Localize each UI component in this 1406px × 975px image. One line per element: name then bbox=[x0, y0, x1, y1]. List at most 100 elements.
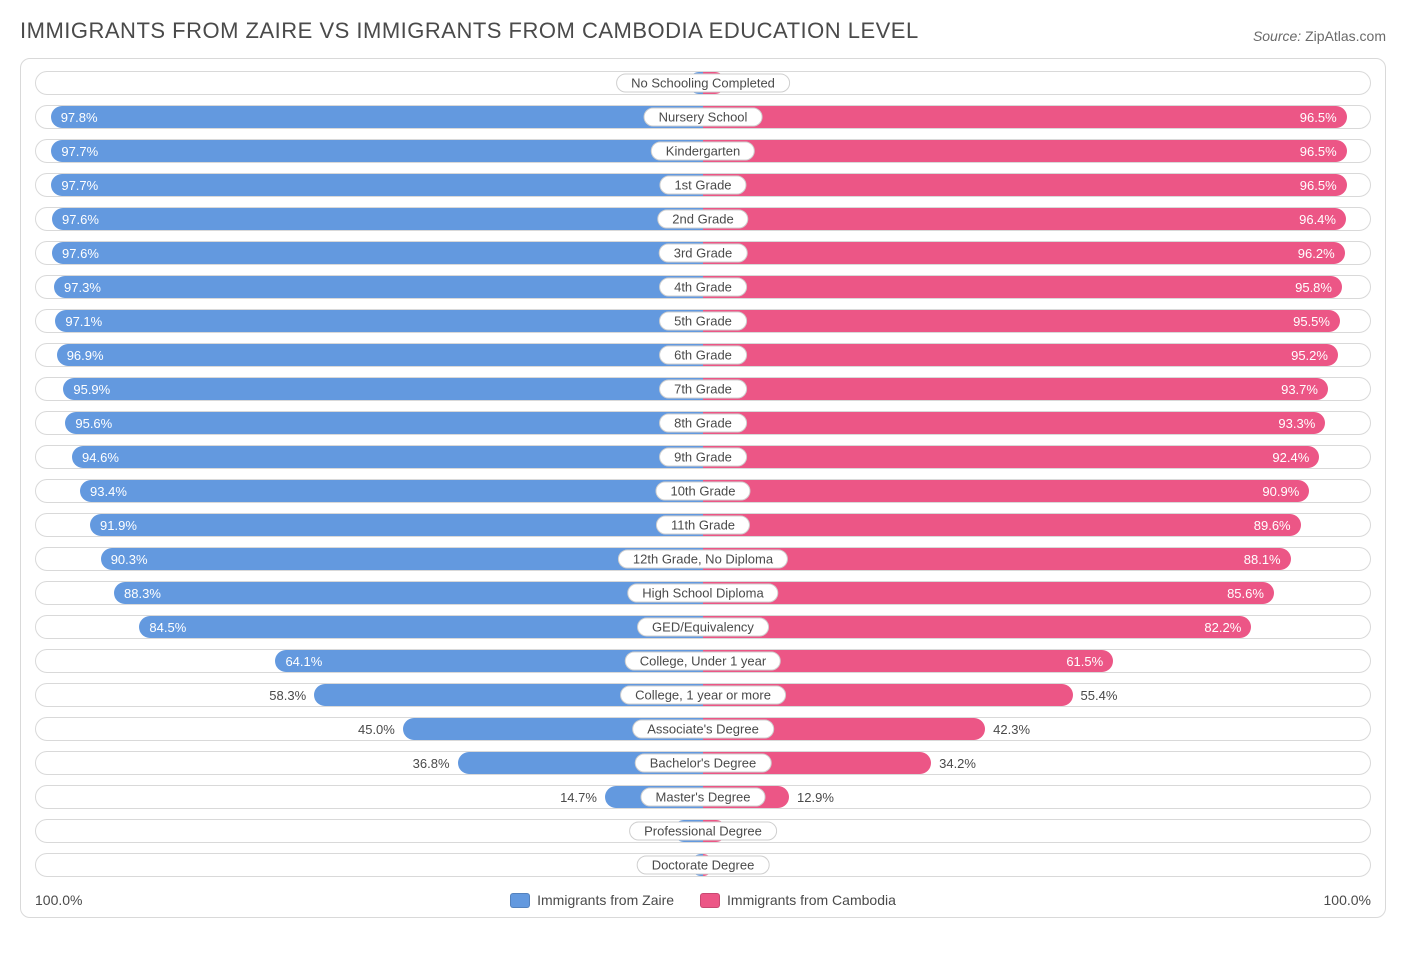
bar-value-left: 36.8% bbox=[413, 752, 458, 774]
bar-value-right: 42.3% bbox=[985, 718, 1030, 740]
category-label: Master's Degree bbox=[641, 788, 766, 807]
bar-left: 90.3% bbox=[101, 548, 703, 570]
category-label: Bachelor's Degree bbox=[635, 754, 772, 773]
bar-right: 95.2% bbox=[703, 344, 1338, 366]
bar-left: 97.8% bbox=[51, 106, 703, 128]
bar-row: 93.4%90.9%10th Grade bbox=[35, 479, 1371, 503]
axis-max-right: 100.0% bbox=[1324, 892, 1371, 908]
bar-right: 95.8% bbox=[703, 276, 1342, 298]
bar-right: 85.6% bbox=[703, 582, 1274, 604]
category-label: Nursery School bbox=[644, 108, 763, 127]
bar-left: 97.7% bbox=[51, 140, 703, 162]
bar-row: 2.3%3.5%No Schooling Completed bbox=[35, 71, 1371, 95]
bar-row: 94.6%92.4%9th Grade bbox=[35, 445, 1371, 469]
bar-left: 91.9% bbox=[90, 514, 703, 536]
bar-right: 96.5% bbox=[703, 106, 1347, 128]
category-label: 12th Grade, No Diploma bbox=[618, 550, 788, 569]
bar-right: 89.6% bbox=[703, 514, 1301, 536]
category-label: High School Diploma bbox=[627, 584, 778, 603]
bar-row: 58.3% 55.4% College, 1 year or more bbox=[35, 683, 1371, 707]
legend-swatch-right bbox=[700, 893, 720, 908]
chart-legend: Immigrants from Zaire Immigrants from Ca… bbox=[510, 892, 896, 908]
bar-row: 64.1%61.5%College, Under 1 year bbox=[35, 649, 1371, 673]
chart-title: IMMIGRANTS FROM ZAIRE VS IMMIGRANTS FROM… bbox=[20, 18, 919, 44]
bar-left: 95.6% bbox=[65, 412, 703, 434]
category-label: 5th Grade bbox=[659, 312, 747, 331]
legend-label-right: Immigrants from Cambodia bbox=[727, 892, 896, 908]
bar-right: 96.4% bbox=[703, 208, 1346, 230]
bar-row: 90.3%88.1%12th Grade, No Diploma bbox=[35, 547, 1371, 571]
bar-value-right: 12.9% bbox=[789, 786, 834, 808]
bar-right: 82.2% bbox=[703, 616, 1251, 638]
bar-row: 36.8% 34.2% Bachelor's Degree bbox=[35, 751, 1371, 775]
bar-right: 92.4% bbox=[703, 446, 1319, 468]
bar-left: 97.3% bbox=[54, 276, 703, 298]
bar-left: 97.6% bbox=[52, 242, 703, 264]
category-label: Doctorate Degree bbox=[637, 856, 770, 875]
bar-left: 93.4% bbox=[80, 480, 703, 502]
category-label: 4th Grade bbox=[659, 278, 747, 297]
bar-left: 88.3% bbox=[114, 582, 703, 604]
bar-row: 45.0% 42.3% Associate's Degree bbox=[35, 717, 1371, 741]
bar-left: 97.6% bbox=[52, 208, 703, 230]
source-label: Source: bbox=[1253, 28, 1301, 44]
bar-right: 88.1% bbox=[703, 548, 1291, 570]
bar-left: 95.9% bbox=[63, 378, 703, 400]
bar-right: 95.5% bbox=[703, 310, 1340, 332]
bar-left: 96.9% bbox=[57, 344, 703, 366]
source-name: ZipAtlas.com bbox=[1305, 28, 1386, 44]
bar-row: 97.6%96.2%3rd Grade bbox=[35, 241, 1371, 265]
category-label: 1st Grade bbox=[659, 176, 746, 195]
bar-value-right: 34.2% bbox=[931, 752, 976, 774]
bar-row: 95.9%93.7%7th Grade bbox=[35, 377, 1371, 401]
bar-row: 84.5%82.2%GED/Equivalency bbox=[35, 615, 1371, 639]
bar-row: 88.3%85.6%High School Diploma bbox=[35, 581, 1371, 605]
bar-row: 97.7%96.5%Kindergarten bbox=[35, 139, 1371, 163]
chart-source: Source: ZipAtlas.com bbox=[1253, 28, 1386, 44]
bar-left: 97.7% bbox=[51, 174, 703, 196]
category-label: 9th Grade bbox=[659, 448, 747, 467]
category-label: 2nd Grade bbox=[657, 210, 748, 229]
category-label: College, Under 1 year bbox=[625, 652, 781, 671]
bar-row: 97.8%96.5%Nursery School bbox=[35, 105, 1371, 129]
bar-row: 91.9%89.6%11th Grade bbox=[35, 513, 1371, 537]
bar-row: 14.7% 12.9% Master's Degree bbox=[35, 785, 1371, 809]
bar-row: 2.0%1.5%Doctorate Degree bbox=[35, 853, 1371, 877]
category-label: Kindergarten bbox=[651, 142, 755, 161]
legend-item-left: Immigrants from Zaire bbox=[510, 892, 674, 908]
diverging-bar-chart: 2.3%3.5%No Schooling Completed97.8%96.5%… bbox=[20, 58, 1386, 918]
category-label: Associate's Degree bbox=[632, 720, 774, 739]
category-label: College, 1 year or more bbox=[620, 686, 786, 705]
bar-row: 97.1%95.5%5th Grade bbox=[35, 309, 1371, 333]
bar-row: 97.3%95.8%4th Grade bbox=[35, 275, 1371, 299]
category-label: 10th Grade bbox=[655, 482, 750, 501]
category-label: 11th Grade bbox=[656, 516, 750, 535]
bar-value-right: 55.4% bbox=[1073, 684, 1118, 706]
category-label: Professional Degree bbox=[629, 822, 777, 841]
chart-header: IMMIGRANTS FROM ZAIRE VS IMMIGRANTS FROM… bbox=[20, 18, 1386, 44]
bar-value-left: 58.3% bbox=[269, 684, 314, 706]
bar-right: 93.3% bbox=[703, 412, 1325, 434]
bar-row: 4.5%3.6%Professional Degree bbox=[35, 819, 1371, 843]
axis-max-left: 100.0% bbox=[35, 892, 82, 908]
legend-item-right: Immigrants from Cambodia bbox=[700, 892, 896, 908]
bar-row: 97.7%96.5%1st Grade bbox=[35, 173, 1371, 197]
category-label: GED/Equivalency bbox=[637, 618, 769, 637]
bar-left: 94.6% bbox=[72, 446, 703, 468]
bar-row: 96.9%95.2%6th Grade bbox=[35, 343, 1371, 367]
bar-left: 97.1% bbox=[55, 310, 703, 332]
bar-right: 96.2% bbox=[703, 242, 1345, 264]
category-label: 8th Grade bbox=[659, 414, 747, 433]
category-label: 6th Grade bbox=[659, 346, 747, 365]
bar-left: 84.5% bbox=[139, 616, 703, 638]
chart-footer: 100.0% Immigrants from Zaire Immigrants … bbox=[35, 887, 1371, 913]
bar-right: 96.5% bbox=[703, 174, 1347, 196]
bar-right: 96.5% bbox=[703, 140, 1347, 162]
legend-label-left: Immigrants from Zaire bbox=[537, 892, 674, 908]
bar-row: 97.6%96.4%2nd Grade bbox=[35, 207, 1371, 231]
bar-value-left: 45.0% bbox=[358, 718, 403, 740]
category-label: 3rd Grade bbox=[659, 244, 748, 263]
bar-right: 90.9% bbox=[703, 480, 1309, 502]
bar-value-left: 14.7% bbox=[560, 786, 605, 808]
legend-swatch-left bbox=[510, 893, 530, 908]
